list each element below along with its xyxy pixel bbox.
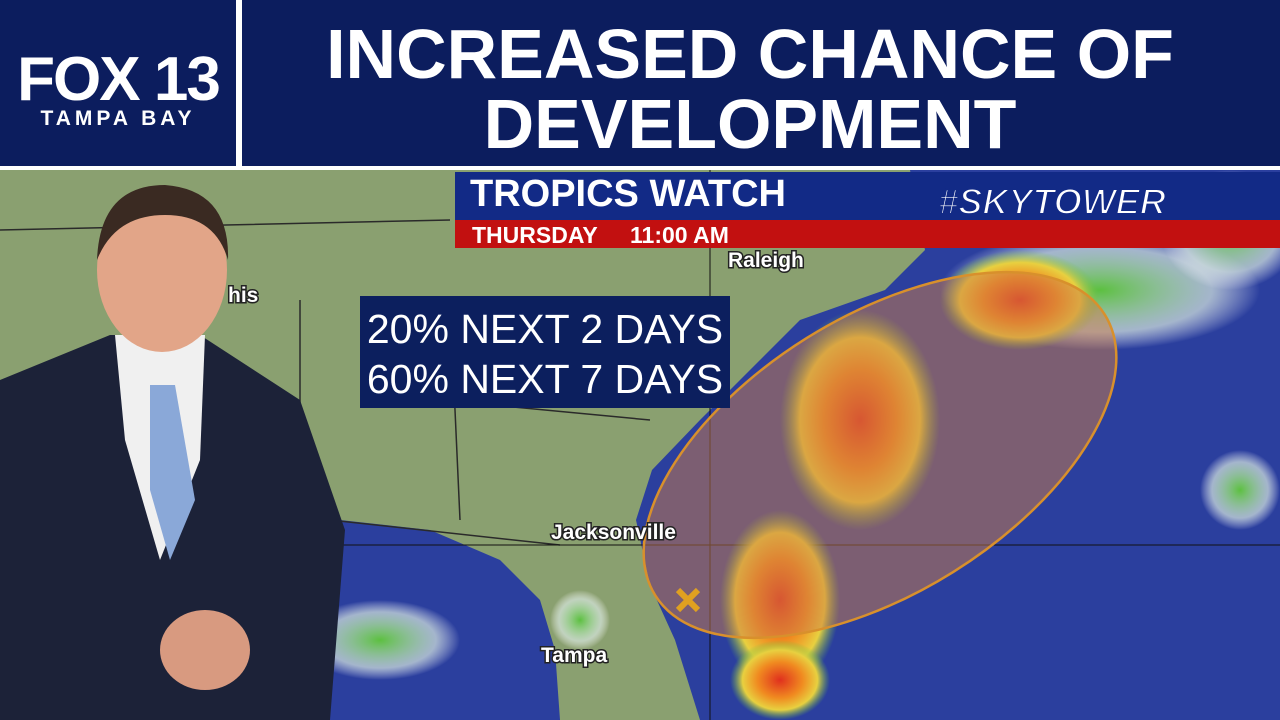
logo-box xyxy=(0,0,236,166)
city-label: Raleigh xyxy=(728,249,804,272)
brand: #SKYTOWER xyxy=(938,181,1165,222)
outlook-line: 20% NEXT 2 DAYS xyxy=(367,306,723,352)
banner-time-bar xyxy=(455,220,1280,248)
city-label: his xyxy=(228,284,258,307)
low-marker xyxy=(675,587,701,613)
headline-line: DEVELOPMENT xyxy=(484,85,1017,163)
logo-name: FOX 13 xyxy=(17,45,219,114)
banner-time: 11:00 AM xyxy=(630,222,729,248)
headline-line: INCREASED CHANCE OF xyxy=(326,15,1174,93)
headline-box xyxy=(242,0,1280,166)
development-area xyxy=(642,270,1118,640)
city-label: Tampa xyxy=(541,644,607,667)
logo-region: TAMPA BAY xyxy=(40,107,195,130)
outlook-box xyxy=(360,296,730,408)
banner-day: THURSDAY xyxy=(472,222,598,248)
banner-title: TROPICS WATCH xyxy=(470,173,786,215)
presenter xyxy=(0,185,345,720)
banner-title-bar xyxy=(455,172,1280,220)
outlook-line: 60% NEXT 7 DAYS xyxy=(367,356,723,402)
city-label: Jacksonville xyxy=(551,521,676,544)
